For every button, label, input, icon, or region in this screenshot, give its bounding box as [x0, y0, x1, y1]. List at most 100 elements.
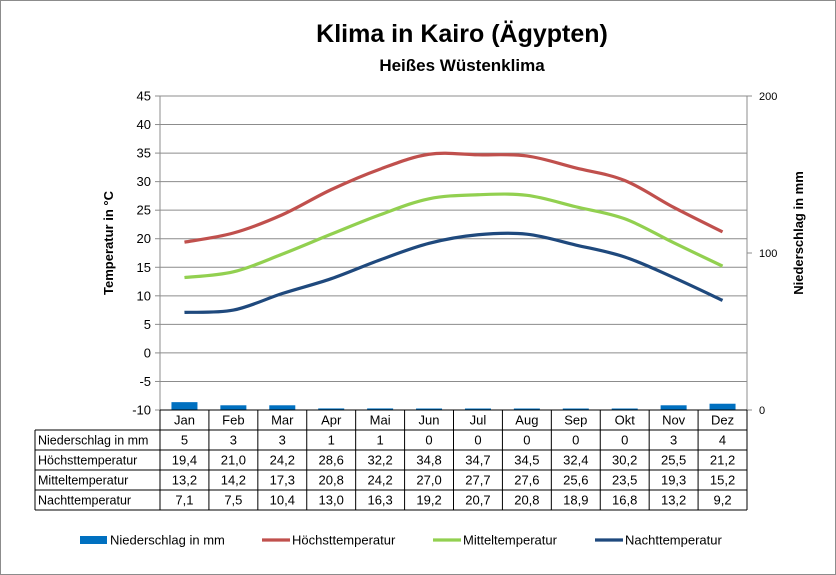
precipitation-bar — [318, 408, 345, 410]
table-cell: 21,0 — [221, 453, 246, 468]
month-label: Jul — [470, 413, 487, 428]
table-cell: 3 — [230, 433, 237, 448]
series-line — [184, 192, 724, 280]
table-cell: 16,3 — [367, 493, 392, 508]
table-cell: 0 — [523, 433, 530, 448]
y-tick-label: -10 — [132, 403, 151, 418]
table-cell: 18,9 — [563, 493, 588, 508]
table-cell: 7,1 — [175, 493, 193, 508]
table-cell: 13,0 — [319, 493, 344, 508]
y-tick-label: 15 — [137, 260, 151, 275]
table-cell: 20,8 — [514, 493, 539, 508]
chart-title: Klima in Kairo (Ägypten) — [316, 20, 608, 48]
legend-label: Nachttemperatur — [625, 533, 722, 548]
precipitation-bar — [367, 408, 394, 410]
precipitation-bars — [171, 402, 736, 410]
table-cell: 21,2 — [710, 453, 735, 468]
table-cell: 34,8 — [416, 453, 441, 468]
table-cell: 0 — [425, 433, 432, 448]
month-label: Mai — [370, 413, 391, 428]
table-cell: 25,5 — [661, 453, 686, 468]
month-label: Dez — [711, 413, 734, 428]
table-cell: 32,2 — [367, 453, 392, 468]
y-tick-label: 35 — [137, 146, 151, 161]
series-line — [184, 231, 724, 314]
table-cell: 13,2 — [172, 473, 197, 488]
precipitation-bar — [171, 402, 198, 410]
table-cell: 0 — [474, 433, 481, 448]
month-label: Jan — [174, 413, 195, 428]
y2-tick-label: 200 — [759, 91, 777, 103]
y-tick-label: 40 — [137, 117, 151, 132]
legend-label: Mitteltemperatur — [463, 533, 558, 548]
table-row-header: Höchsttemperatur — [38, 454, 137, 468]
table-cell: 28,6 — [319, 453, 344, 468]
y-tick-label: 5 — [144, 317, 151, 332]
legend-label: Niederschlag in mm — [110, 533, 225, 548]
plot-area — [159, 95, 748, 411]
y2-tick-label: 0 — [759, 405, 765, 417]
y2-tick-label: 100 — [759, 248, 777, 260]
month-label: Nov — [662, 413, 686, 428]
table-cell: 19,3 — [661, 473, 686, 488]
table-cell: 0 — [621, 433, 628, 448]
table-cell: 7,5 — [224, 493, 242, 508]
month-label: Okt — [615, 413, 636, 428]
table-cell: 16,8 — [612, 493, 637, 508]
table-cell: 3 — [670, 433, 677, 448]
precipitation-bar — [464, 408, 491, 410]
table-cell: 23,5 — [612, 473, 637, 488]
table-cell: 25,6 — [563, 473, 588, 488]
table-cell: 10,4 — [270, 493, 295, 508]
legend: Niederschlag in mm Höchsttemperatur Mittel… — [80, 533, 722, 548]
table-cell: 17,3 — [270, 473, 295, 488]
table-cell: 9,2 — [714, 493, 732, 508]
table-cell: 4 — [719, 433, 726, 448]
month-label: Aug — [515, 413, 538, 428]
y-tick-label: -5 — [139, 374, 151, 389]
table-row-header: Mitteltemperatur — [38, 474, 128, 488]
table-cell: 15,2 — [710, 473, 735, 488]
table-cell: 0 — [572, 433, 579, 448]
y-tick-label: 10 — [137, 288, 151, 303]
table-cell: 20,7 — [465, 493, 490, 508]
table-row-header: Niederschlag in mm — [38, 434, 148, 448]
y-tick-label: 0 — [144, 345, 151, 360]
precipitation-bar — [220, 405, 247, 410]
table-cell: 34,7 — [465, 453, 490, 468]
precipitation-bar — [660, 405, 687, 410]
table-cell: 27,0 — [416, 473, 441, 488]
table-cell: 24,2 — [367, 473, 392, 488]
table-cell: 5 — [181, 433, 188, 448]
month-label: Feb — [222, 413, 244, 428]
gridlines — [159, 95, 748, 411]
table-cell: 1 — [328, 433, 335, 448]
legend-swatch — [80, 536, 107, 544]
precipitation-bar — [269, 405, 296, 410]
table-cell: 13,2 — [661, 493, 686, 508]
table-cell: 19,4 — [172, 453, 197, 468]
table-cell: 20,8 — [319, 473, 344, 488]
table-cell: 32,4 — [563, 453, 588, 468]
precipitation-bar — [513, 408, 540, 410]
y-tick-label: 45 — [137, 89, 151, 104]
table-cell: 30,2 — [612, 453, 637, 468]
y-tick-label: 20 — [137, 231, 151, 246]
table-cell: 1 — [377, 433, 384, 448]
precipitation-bar — [562, 408, 589, 410]
y-axis-title: Temperatur in °C — [101, 190, 116, 295]
month-label: Jun — [419, 413, 440, 428]
table-cell: 14,2 — [221, 473, 246, 488]
table-cell: 19,2 — [416, 493, 441, 508]
table-cell: 3 — [279, 433, 286, 448]
table-cell: 34,5 — [514, 453, 539, 468]
chart-subtitle: Heißes Wüstenklima — [379, 56, 545, 75]
table-cell: 27,7 — [465, 473, 490, 488]
table-cell: 27,6 — [514, 473, 539, 488]
month-label: Apr — [321, 413, 342, 428]
precipitation-bar — [611, 408, 638, 410]
series-line — [184, 151, 724, 244]
temperature-lines — [184, 151, 724, 314]
table-cell: 24,2 — [270, 453, 295, 468]
